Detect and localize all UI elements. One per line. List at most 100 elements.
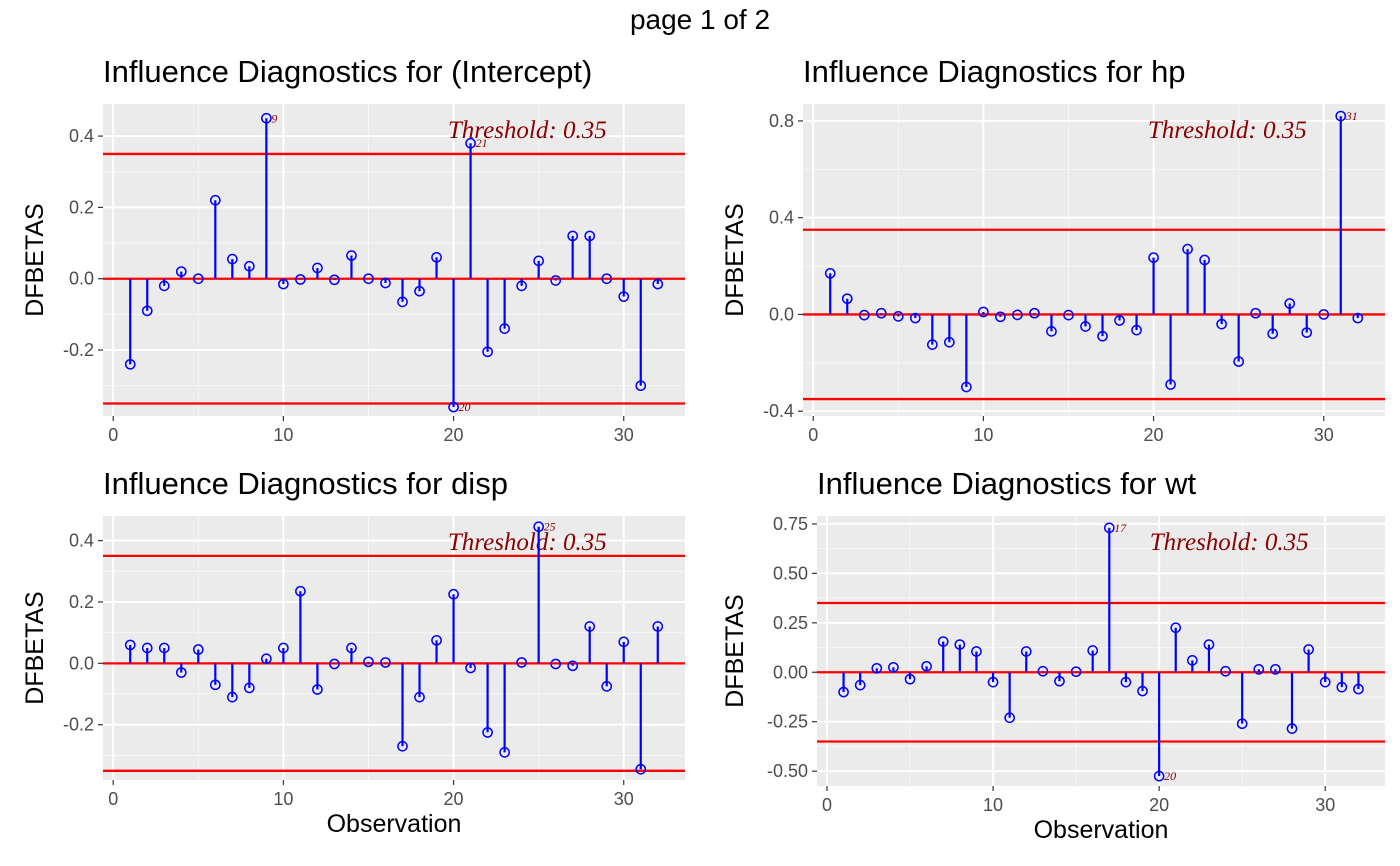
y-tick-label: -0.25 (767, 712, 808, 732)
observation-label-25: 25 (544, 520, 556, 534)
point-obs-6 (909, 312, 921, 324)
point-obs-25 (533, 255, 544, 267)
point-obs-27 (1270, 663, 1281, 675)
x-tick-label: 10 (273, 789, 293, 809)
point-obs-9 (971, 646, 982, 657)
point-obs-20 (1148, 252, 1159, 263)
x-tick-label: 30 (1314, 425, 1334, 445)
point-obs-10 (987, 676, 999, 688)
point-obs-10 (278, 278, 289, 290)
x-tick-label: 20 (444, 425, 464, 445)
point-obs-4 (888, 661, 899, 673)
point-obs-32 (652, 278, 664, 290)
point-obs-28 (1286, 723, 1298, 734)
x-tick-label: 0 (808, 425, 818, 445)
point-obs-15 (1063, 309, 1074, 321)
point-obs-30 (1319, 676, 1331, 688)
point-obs-5 (192, 644, 204, 655)
point-obs-16 (1087, 645, 1099, 656)
y-tick-label: 0.2 (69, 592, 94, 612)
point-obs-25 (533, 521, 544, 533)
y-tick-label: 0.25 (773, 613, 808, 633)
x-tick-label: 20 (1149, 795, 1169, 815)
point-obs-19 (1131, 324, 1142, 336)
point-obs-22 (482, 346, 493, 358)
point-obs-2 (141, 305, 153, 317)
x-tick-label: 30 (1315, 795, 1335, 815)
point-obs-32 (652, 621, 664, 632)
point-obs-13 (329, 274, 340, 286)
point-obs-31 (635, 380, 647, 392)
point-obs-8 (954, 639, 966, 650)
point-obs-24 (1216, 318, 1227, 330)
x-tick-label: 20 (444, 789, 464, 809)
point-obs-29 (1303, 644, 1314, 655)
point-obs-3 (871, 662, 883, 674)
point-obs-28 (584, 621, 596, 632)
point-obs-5 (192, 273, 204, 285)
point-obs-32 (1353, 683, 1364, 695)
chart-hp: Influence Diagnostics for hp 0 10 20 30 -0.4 0… (721, 54, 1385, 445)
x-tick-label: 0 (822, 795, 832, 815)
observation-label-9: 9 (271, 111, 277, 125)
point-obs-31 (635, 763, 647, 775)
observation-label-17: 17 (1114, 521, 1127, 535)
point-obs-10 (278, 642, 289, 654)
plot-panel (103, 516, 685, 780)
x-tick-label: 0 (108, 789, 118, 809)
point-obs-19 (431, 634, 442, 646)
point-obs-20 (448, 401, 459, 413)
y-tick-label: 0.75 (773, 514, 808, 534)
point-obs-21 (1165, 379, 1176, 390)
x-tick-label: 20 (1144, 425, 1164, 445)
point-obs-2 (141, 642, 153, 654)
x-tick-label: 10 (973, 425, 993, 445)
y-axis-label: DFBETAS (721, 203, 749, 316)
point-obs-17 (1097, 330, 1108, 342)
y-tick-label: -0.50 (767, 761, 808, 781)
point-obs-31 (1335, 110, 1347, 122)
point-obs-28 (584, 230, 596, 242)
point-obs-32 (1352, 312, 1364, 324)
point-obs-21 (465, 137, 476, 149)
point-obs-4 (175, 667, 187, 678)
point-obs-22 (482, 727, 493, 738)
threshold-label: Threshold: 0.35 (448, 117, 607, 144)
chart-wt: Influence Diagnostics for wt 0 10 20 30 -0.50… (721, 466, 1385, 844)
point-obs-16 (1080, 321, 1091, 332)
point-obs-28 (1284, 298, 1296, 309)
point-obs-6 (209, 194, 221, 206)
point-obs-31 (1336, 681, 1348, 693)
point-obs-8 (944, 336, 955, 348)
point-obs-11 (295, 274, 306, 285)
point-obs-30 (618, 636, 630, 648)
point-obs-11 (295, 585, 306, 597)
point-obs-23 (1203, 639, 1215, 650)
plot-panel (803, 104, 1385, 416)
point-obs-22 (1182, 243, 1193, 255)
point-obs-26 (550, 275, 562, 286)
point-obs-2 (841, 293, 853, 305)
observation-label-31: 31 (1345, 109, 1358, 123)
point-obs-7 (937, 636, 949, 647)
plot-panel (103, 104, 685, 416)
x-axis-label: Observation (1034, 816, 1169, 844)
observation-label-20: 20 (1164, 769, 1176, 783)
point-obs-23 (499, 323, 510, 334)
y-tick-label: -0.4 (763, 401, 794, 421)
point-obs-20 (448, 588, 459, 600)
point-obs-17 (397, 740, 408, 752)
y-tick-label: 0.4 (69, 531, 94, 551)
point-obs-12 (312, 684, 323, 695)
point-obs-5 (904, 673, 916, 685)
point-obs-23 (499, 747, 510, 758)
point-obs-9 (961, 381, 972, 393)
point-obs-30 (1318, 309, 1330, 320)
point-obs-10 (978, 306, 989, 318)
x-tick-label: 0 (108, 425, 118, 445)
point-obs-12 (1012, 309, 1023, 321)
point-obs-24 (516, 657, 527, 668)
point-obs-7 (226, 691, 238, 703)
y-tick-label: 0.0 (769, 304, 794, 324)
x-axis-label: Observation (327, 810, 462, 838)
